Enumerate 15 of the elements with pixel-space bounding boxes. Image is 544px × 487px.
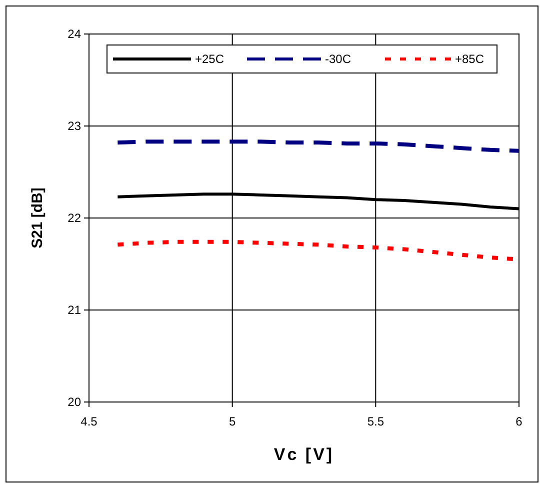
y-tick-label: 20 <box>68 394 82 409</box>
x-tick-label: 4.5 <box>80 414 98 429</box>
x-tick-label: 6 <box>516 414 523 429</box>
y-tick-label: 22 <box>68 210 82 225</box>
x-tick-label: 5 <box>228 414 236 429</box>
y-tick-label: 21 <box>68 302 82 317</box>
y-tick-label: 24 <box>68 26 82 41</box>
text: +25C <box>195 52 224 66</box>
x-tick-label: 5.5 <box>367 414 384 429</box>
x-axis-title: Vc [V] <box>274 445 334 464</box>
y-tick-label: 23 <box>68 118 82 133</box>
legend-label: -30C <box>325 52 352 66</box>
y-axis-title: S21 [dB] <box>29 188 46 248</box>
line-series <box>116 140 521 153</box>
legend-label: +85C <box>455 52 484 66</box>
